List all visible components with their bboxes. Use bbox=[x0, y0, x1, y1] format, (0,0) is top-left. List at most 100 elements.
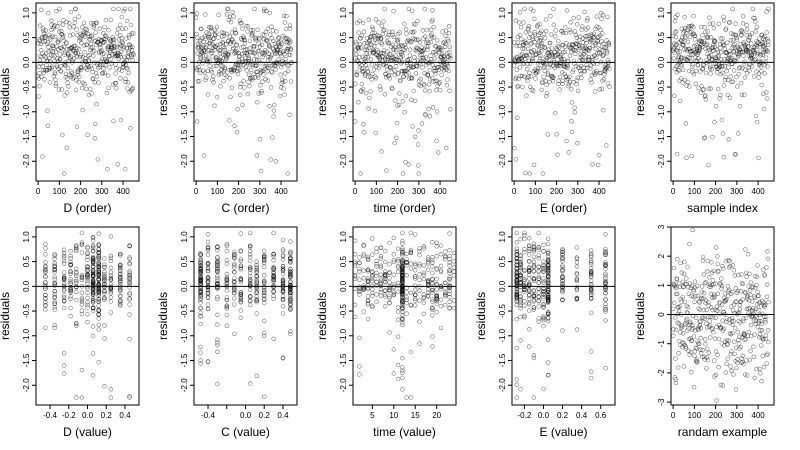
scatter-point bbox=[413, 232, 418, 237]
scatter-point bbox=[85, 246, 90, 251]
scatter-point bbox=[541, 242, 546, 248]
y-tick-label: -2.0 bbox=[498, 378, 507, 392]
scatter-point bbox=[47, 80, 53, 85]
scatter-point bbox=[739, 272, 744, 277]
scatter-point bbox=[99, 56, 105, 62]
scatter-point bbox=[80, 54, 86, 60]
y-tick-label: -2.0 bbox=[22, 378, 31, 392]
scatter-point bbox=[228, 41, 233, 46]
scatter-point bbox=[566, 83, 571, 89]
scatter-point bbox=[203, 36, 208, 41]
scatter-point bbox=[70, 32, 76, 37]
scatter-point bbox=[213, 32, 218, 38]
scatter-point bbox=[203, 53, 209, 58]
scatter-point bbox=[522, 6, 527, 12]
scatter-point bbox=[402, 42, 408, 47]
x-tick-label: 100 bbox=[370, 187, 384, 196]
scatter-point bbox=[222, 45, 227, 51]
scatter-point bbox=[522, 299, 527, 304]
scatter-point bbox=[531, 307, 537, 312]
scatter-point bbox=[688, 370, 694, 375]
scatter-point bbox=[759, 69, 764, 74]
scatter-point bbox=[74, 277, 79, 282]
scatter-point bbox=[212, 63, 217, 69]
scatter-point bbox=[379, 23, 385, 29]
scatter-point bbox=[358, 171, 363, 176]
scatter-point bbox=[573, 51, 578, 56]
scatter-point bbox=[536, 319, 541, 324]
scatter-point bbox=[365, 298, 371, 303]
scatter-point bbox=[237, 92, 243, 98]
scatter-point bbox=[692, 33, 698, 39]
scatter-point bbox=[539, 87, 544, 93]
y-tick-label: -2 bbox=[657, 369, 666, 377]
scatter-point bbox=[268, 157, 273, 162]
scatter-point bbox=[102, 70, 108, 76]
scatter-point bbox=[127, 273, 132, 278]
scatter-point bbox=[604, 48, 610, 54]
y-tick-label: 2 bbox=[657, 253, 666, 258]
x-tick-label: 0.0 bbox=[82, 411, 94, 420]
scatter-point bbox=[368, 41, 373, 46]
scatter-point bbox=[258, 61, 263, 66]
scatter-point bbox=[46, 49, 51, 54]
scatter-point bbox=[52, 305, 57, 310]
scatter-point bbox=[400, 375, 405, 381]
scatter-point bbox=[104, 34, 109, 39]
scatter-point bbox=[100, 62, 106, 68]
y-tick-label: 1.0 bbox=[339, 7, 348, 19]
scatter-point bbox=[87, 86, 93, 92]
scatter-point bbox=[85, 276, 90, 281]
scatter-point bbox=[412, 54, 417, 60]
scatter-point bbox=[689, 23, 695, 28]
scatter-point bbox=[361, 309, 366, 314]
scatter-point bbox=[219, 59, 225, 64]
scatter-point bbox=[516, 20, 522, 25]
scatter-point bbox=[410, 8, 415, 14]
scatter-point bbox=[88, 45, 94, 50]
scatter-point bbox=[395, 376, 401, 382]
scatter-point bbox=[763, 333, 769, 338]
x-axis-label: D (value) bbox=[63, 425, 112, 439]
scatter-point bbox=[61, 250, 67, 256]
y-tick-label: -0.5 bbox=[657, 80, 666, 94]
scatter-point bbox=[111, 118, 116, 124]
scatter-point bbox=[684, 83, 689, 88]
scatter-point bbox=[736, 53, 741, 58]
scatter-point bbox=[95, 157, 101, 162]
scatter-point bbox=[417, 40, 423, 45]
scatter-point bbox=[120, 40, 126, 46]
scatter-point bbox=[701, 136, 707, 141]
scatter-point bbox=[580, 36, 586, 41]
scatter-point bbox=[270, 70, 275, 75]
scatter-point bbox=[677, 281, 682, 286]
scatter-point bbox=[582, 69, 587, 74]
scatter-point bbox=[68, 286, 73, 292]
scatter-point bbox=[447, 263, 452, 268]
scatter-point bbox=[427, 88, 432, 94]
x-tick-label: 400 bbox=[751, 411, 765, 420]
scatter-point bbox=[362, 130, 367, 135]
scatter-point bbox=[732, 273, 738, 278]
scatter-point bbox=[407, 38, 412, 44]
scatter-point bbox=[426, 106, 431, 112]
scatter-point bbox=[127, 312, 132, 317]
scatter-point bbox=[447, 44, 452, 50]
y-axis-label: residuals bbox=[474, 68, 488, 116]
scatter-point bbox=[762, 62, 768, 68]
scatter-point bbox=[68, 290, 73, 295]
scatter-point bbox=[127, 255, 132, 260]
scatter-point bbox=[588, 77, 593, 82]
scatter-point bbox=[675, 45, 681, 51]
scatter-point bbox=[519, 73, 525, 79]
scatter-point bbox=[685, 79, 690, 85]
scatter-point bbox=[703, 280, 708, 285]
scatter-point bbox=[429, 57, 434, 62]
scatter-point bbox=[400, 171, 406, 176]
scatter-point bbox=[574, 78, 580, 83]
scatter-point bbox=[241, 35, 247, 41]
scatter-point bbox=[263, 76, 268, 82]
scatter-point bbox=[90, 282, 96, 288]
scatter-point bbox=[251, 57, 257, 62]
scatter-point bbox=[728, 74, 733, 79]
